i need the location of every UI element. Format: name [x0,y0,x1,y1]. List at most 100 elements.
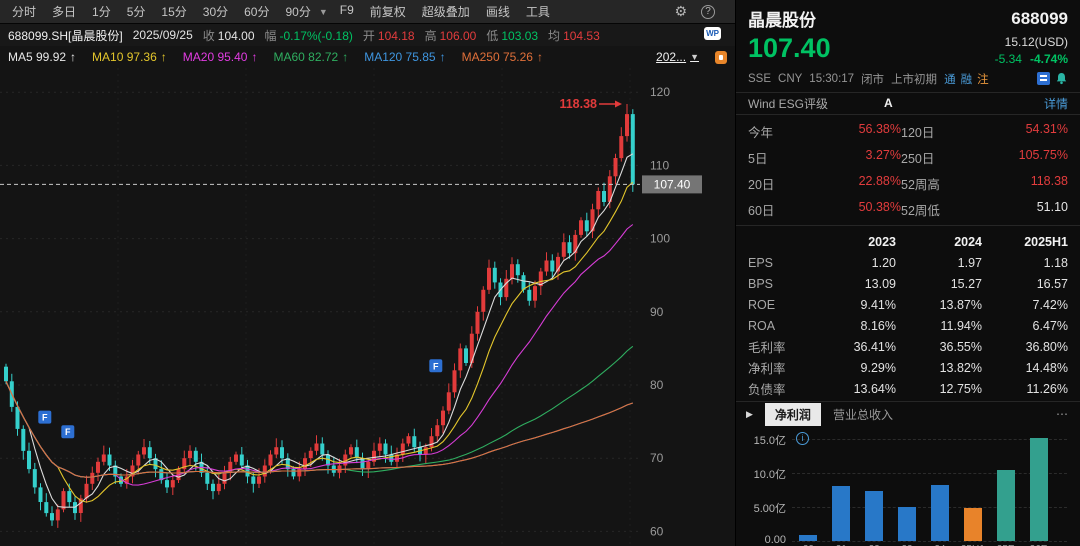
svg-text:F: F [433,361,439,371]
svg-text:70: 70 [650,451,664,465]
memo-icon[interactable] [1037,72,1050,86]
up-arrow-icon: ↑ [251,50,258,64]
chevron-down-icon[interactable]: ▼ [318,6,328,17]
help-icon[interactable]: ? [701,4,715,19]
toolbar-item-30分[interactable]: 30分 [202,5,229,19]
chart-toolbar: 分时 多日 1分 5分 15分 30分 60分 90分 ▼ F9 前复权 超级叠加 画线 工具 ⚙ ? [0,0,735,24]
profit-bar-chart[interactable]: 15.0亿 10.0亿 5.00亿 0.00 i 202122232425H125E26E [740,426,1074,546]
badge-注: 注 [977,73,989,86]
toolbar-item-多日[interactable]: 多日 [52,5,77,19]
financial-value: 7.42% [1032,297,1068,312]
y-tick-label: 0.00 [764,533,786,546]
financial-row-label: ROE [748,297,776,312]
field-低: 低 103.03 [486,27,538,44]
bar-25H1[interactable] [963,507,982,541]
gear-icon[interactable]: ⚙ [674,3,687,19]
ma-value: MA20 95.40 [182,50,248,64]
period-label[interactable]: 202... [656,50,687,64]
financial-value: 8.16% [860,318,896,333]
toolbar-action-超级叠加[interactable]: 超级叠加 [421,5,470,19]
up-arrow-icon: ↑ [536,50,543,64]
session-status: 闭市 [861,73,885,86]
financial-value: 36.55% [939,339,982,354]
bar-26E[interactable] [1029,437,1048,541]
candlestick-svg[interactable]: 120 110 100 90 80 70 60 107.40 118.38 F F F [0,68,735,546]
toolbar-action-F9[interactable]: F9 [339,3,354,17]
bar-23[interactable] [898,506,917,541]
bar-21[interactable] [832,485,851,541]
financial-header-row: 2023 2024 2025H1 [748,231,1068,252]
svg-text:90: 90 [650,305,664,319]
financial-row-负债率: 负债率 13.64% 12.75% 11.26% [748,378,1068,399]
x-tick-label: 21 [825,544,858,546]
gridline [792,473,1067,475]
expand-arrow-icon[interactable]: ▶ [746,408,753,419]
toolbar-item-90分[interactable]: 90分 [285,5,311,19]
field-label: 低 [486,28,499,43]
esg-detail-link[interactable]: 详情 [1043,96,1068,111]
field-value: -0.17%(-0.18) [279,28,353,43]
ma-value: MA10 97.36 [92,50,157,64]
ma-legend-MA20: MA20 95.40 ↑ [183,50,258,64]
chevron-down-icon[interactable]: ▼ [690,52,699,62]
financial-row-EPS: EPS 1.20 1.97 1.18 [748,252,1068,273]
exchange-label: SSE [748,72,772,85]
bar-24[interactable] [930,485,949,541]
svg-text:60: 60 [650,524,664,538]
toolbar-item-60分[interactable]: 60分 [244,5,270,19]
ma-legend-MA5: MA5 99.92 ↑ [8,50,76,64]
field-高: 高 106.00 [425,27,477,44]
info-icon[interactable]: i [796,431,809,445]
toolbar-item-分时[interactable]: 分时 [12,5,37,19]
financial-value: 13.09 [864,276,896,291]
bar-22[interactable] [865,491,884,541]
ma-legend-MA60: MA60 82.72 ↑ [273,50,348,64]
bell-icon[interactable] [1055,72,1068,85]
esg-row: Wind ESG评级 A 详情 [736,91,1080,116]
perf-value: 51.10 [1036,200,1068,215]
toolbar-action-前复权[interactable]: 前复权 [369,5,406,19]
period-selector[interactable]: 202... ▼ [656,50,699,64]
financial-value: 16.57 [1036,276,1068,291]
date-label: 2025/09/25 [132,28,193,42]
svg-text:118.38: 118.38 [559,97,597,111]
ma-value: MA60 82.72 [273,50,339,64]
financial-value: 36.41% [853,339,896,354]
financial-row-净利率: 净利率 9.29% 13.82% 14.48% [748,357,1068,378]
tab-net-profit[interactable]: 净利润 [764,402,821,426]
y-tick-label: 10.0亿 [753,469,786,482]
usd-price: 15.12(USD) [1004,35,1068,49]
financial-value: 12.75% [939,381,982,396]
up-arrow-icon: ↑ [70,50,77,64]
field-label: 开 [362,28,375,43]
x-tick-label: 22 [858,544,891,546]
perf-label: 250日 [901,152,935,167]
bar-20[interactable] [799,535,818,541]
gridline [792,506,1067,508]
toolbar-item-15分[interactable]: 15分 [161,5,187,19]
perf-value: 56.38% [858,122,901,137]
toolbar-action-画线[interactable]: 画线 [485,5,510,19]
lock-icon[interactable] [715,50,727,64]
financial-value: 11.26% [1026,381,1068,396]
more-icon[interactable]: ⋯ [1056,407,1070,422]
financial-row-label: 毛利率 [748,341,786,356]
stock-code: 688099 [1011,8,1068,28]
toolbar-item-1分[interactable]: 1分 [92,5,111,19]
financial-row-label: 净利率 [748,362,786,377]
toolbar-action-工具[interactable]: 工具 [525,5,550,19]
toolbar-action-items: F9 前复权 超级叠加 画线 工具 [332,3,558,20]
svg-text:120: 120 [650,85,670,99]
financial-value: 9.29% [860,360,896,375]
svg-text:F: F [42,413,48,423]
up-arrow-icon: ↑ [160,50,167,64]
candlestick-chart[interactable]: 120 110 100 90 80 70 60 107.40 118.38 F F F [0,68,735,546]
toolbar-item-5分[interactable]: 5分 [126,5,146,19]
symbol-label[interactable]: 688099.SH[晶晨股份] [8,28,123,43]
bar-25E[interactable] [996,469,1015,541]
tab-total-revenue[interactable]: 营业总收入 [832,407,893,422]
field-label: 收 [202,28,215,43]
wind-wp-icon[interactable]: WP [704,27,721,41]
financial-value: 1.20 [871,255,896,270]
